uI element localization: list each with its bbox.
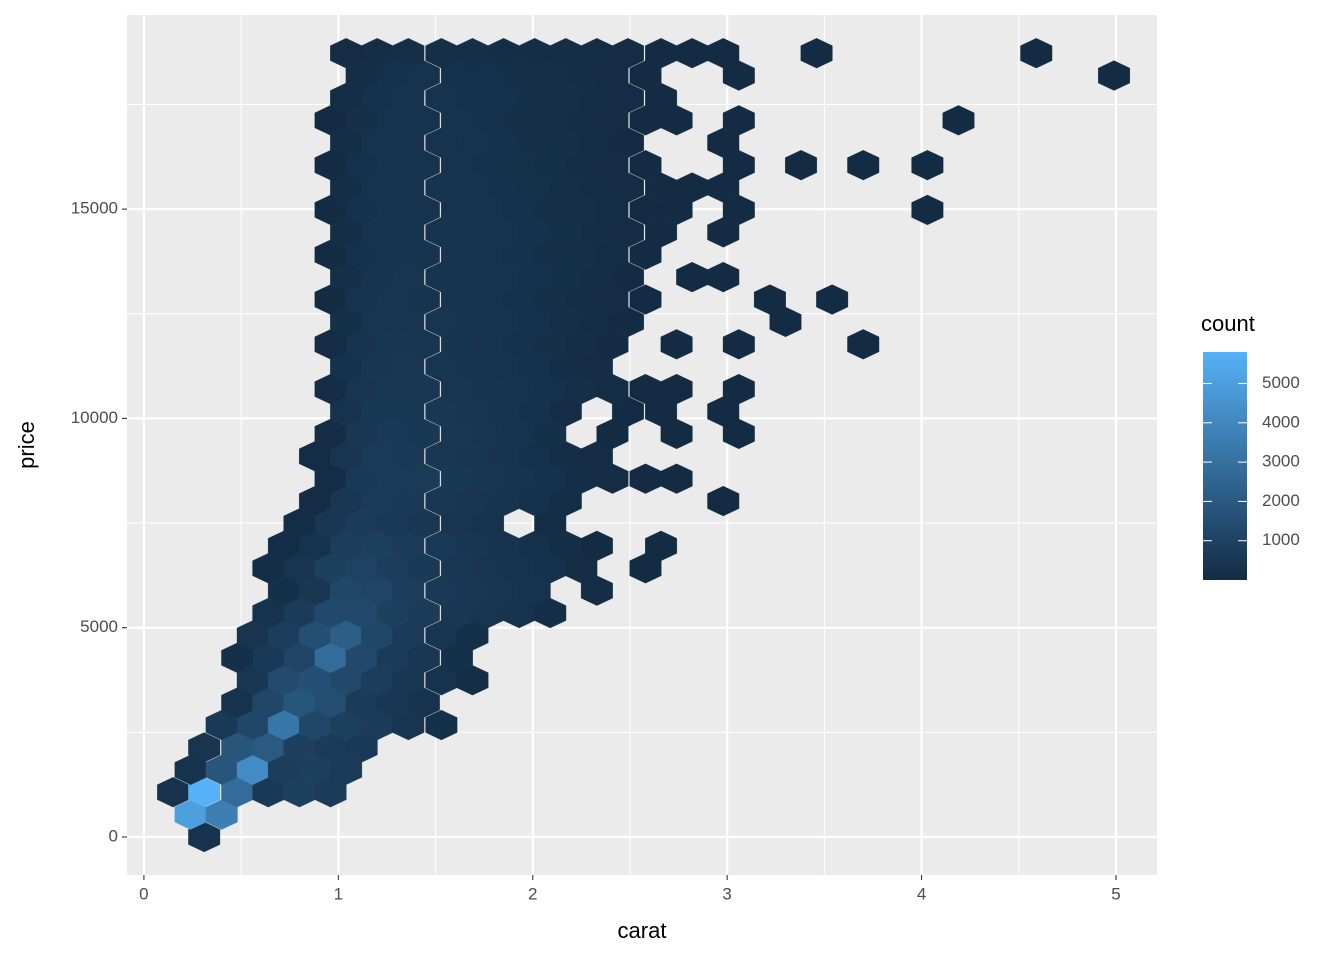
hexbin xyxy=(660,373,693,405)
hexbin xyxy=(707,262,740,293)
x-tick-label: 0 xyxy=(139,884,148,903)
x-tick-label: 1 xyxy=(334,884,343,903)
colorbar xyxy=(1203,352,1247,580)
hexbin xyxy=(847,150,880,181)
hexbin xyxy=(612,38,644,69)
hexbin xyxy=(753,284,786,315)
hexbin xyxy=(1098,60,1130,91)
legend-label: 5000 xyxy=(1262,373,1300,392)
hexbin xyxy=(425,709,458,741)
hexbin xyxy=(800,38,833,69)
y-tick-label: 10000 xyxy=(71,408,118,427)
x-tick-label: 3 xyxy=(722,884,731,903)
legend-label: 3000 xyxy=(1262,452,1300,471)
hexbin xyxy=(188,821,221,853)
legend-label: 2000 xyxy=(1262,491,1300,510)
hexbin xyxy=(911,150,944,181)
hexbin xyxy=(629,150,662,181)
hexbin xyxy=(707,485,740,517)
hexbin xyxy=(392,38,425,69)
hexbin xyxy=(1020,38,1053,69)
hexbin xyxy=(188,777,221,808)
hexbin xyxy=(188,732,221,763)
hexbin xyxy=(785,150,817,181)
hexbin xyxy=(911,194,944,226)
hexbin xyxy=(942,105,975,136)
x-tick-label: 4 xyxy=(917,884,926,903)
x-tick-label: 2 xyxy=(528,884,537,903)
hexbin xyxy=(722,105,755,136)
x-axis-title: carat xyxy=(618,918,667,943)
hexbin xyxy=(629,284,662,315)
legend-title: count xyxy=(1201,311,1255,336)
y-tick-label: 5000 xyxy=(80,617,118,636)
y-axis-title: price xyxy=(14,421,39,469)
legend-label: 4000 xyxy=(1262,412,1300,431)
hexbin xyxy=(660,463,693,494)
y-tick-label: 0 xyxy=(109,826,118,845)
x-tick-label: 5 xyxy=(1111,884,1120,903)
hexbin xyxy=(660,329,693,360)
hexbin xyxy=(722,373,755,405)
legend-label: 1000 xyxy=(1262,530,1300,549)
hexbin xyxy=(645,530,677,561)
hexbin xyxy=(847,329,880,360)
hexbin xyxy=(580,530,613,561)
hexbin xyxy=(816,284,849,315)
hexbin xyxy=(722,329,755,360)
y-tick-label: 15000 xyxy=(71,199,118,218)
hexbin xyxy=(707,38,740,69)
